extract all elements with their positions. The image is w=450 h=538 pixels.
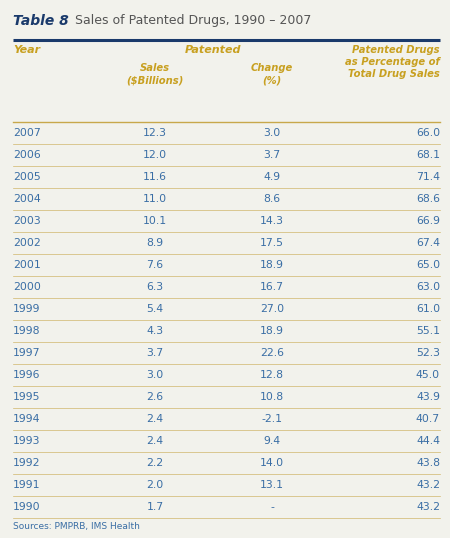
Text: 66.0: 66.0 [416,128,440,138]
Text: 2.0: 2.0 [146,480,164,490]
Text: 8.6: 8.6 [263,194,280,204]
Text: 8.9: 8.9 [146,238,163,248]
Text: 11.6: 11.6 [143,172,167,182]
Text: Patented Drugs
as Percentage of
Total Drug Sales: Patented Drugs as Percentage of Total Dr… [345,45,440,79]
Text: 2006: 2006 [13,150,41,160]
Text: Sales of Patented Drugs, 1990 – 2007: Sales of Patented Drugs, 1990 – 2007 [71,14,311,27]
Text: 1997: 1997 [13,348,40,358]
Text: 5.4: 5.4 [146,304,163,314]
Text: 2.4: 2.4 [146,436,163,446]
Text: 1993: 1993 [13,436,40,446]
Text: 40.7: 40.7 [416,414,440,424]
Text: 3.0: 3.0 [146,370,164,380]
Text: 2005: 2005 [13,172,41,182]
Text: 68.6: 68.6 [416,194,440,204]
Text: 2001: 2001 [13,260,41,270]
Text: 2000: 2000 [13,282,41,292]
Text: 2.6: 2.6 [146,392,163,402]
Text: 22.6: 22.6 [260,348,284,358]
Text: 2003: 2003 [13,216,41,226]
Text: 3.0: 3.0 [263,128,281,138]
Text: -2.1: -2.1 [261,414,283,424]
Text: 63.0: 63.0 [416,282,440,292]
Text: 44.4: 44.4 [416,436,440,446]
Text: 11.0: 11.0 [143,194,167,204]
Text: 9.4: 9.4 [263,436,280,446]
Text: 1.7: 1.7 [146,502,163,512]
Text: 1996: 1996 [13,370,40,380]
Text: 14.0: 14.0 [260,458,284,468]
Text: 27.0: 27.0 [260,304,284,314]
Text: 2.4: 2.4 [146,414,163,424]
Text: 16.7: 16.7 [260,282,284,292]
Text: 1990: 1990 [13,502,40,512]
Text: 1995: 1995 [13,392,40,402]
Text: 68.1: 68.1 [416,150,440,160]
Text: 10.8: 10.8 [260,392,284,402]
Text: 12.8: 12.8 [260,370,284,380]
Text: 2002: 2002 [13,238,41,248]
Text: 12.0: 12.0 [143,150,167,160]
Text: 67.4: 67.4 [416,238,440,248]
Text: 2.2: 2.2 [146,458,163,468]
Text: 1994: 1994 [13,414,40,424]
Text: 71.4: 71.4 [416,172,440,182]
Text: 2007: 2007 [13,128,41,138]
Text: Table 8: Table 8 [13,14,69,28]
Text: 13.1: 13.1 [260,480,284,490]
Text: Sources: PMPRB, IMS Health: Sources: PMPRB, IMS Health [13,522,140,531]
Text: 3.7: 3.7 [146,348,163,358]
Text: 43.2: 43.2 [416,480,440,490]
Text: 17.5: 17.5 [260,238,284,248]
Text: 66.9: 66.9 [416,216,440,226]
Text: 65.0: 65.0 [416,260,440,270]
Text: 43.9: 43.9 [416,392,440,402]
Text: 2004: 2004 [13,194,41,204]
Text: 43.8: 43.8 [416,458,440,468]
Text: 1992: 1992 [13,458,40,468]
Text: Patented: Patented [185,45,242,55]
Text: 7.6: 7.6 [146,260,163,270]
Text: 10.1: 10.1 [143,216,167,226]
Text: 18.9: 18.9 [260,326,284,336]
Text: 6.3: 6.3 [146,282,163,292]
Text: 1998: 1998 [13,326,40,336]
Text: Year: Year [13,45,40,55]
Text: 43.2: 43.2 [416,502,440,512]
Text: 3.7: 3.7 [263,150,280,160]
Text: Sales
($Billions): Sales ($Billions) [126,63,184,86]
Text: 1999: 1999 [13,304,40,314]
Text: 45.0: 45.0 [416,370,440,380]
Text: 18.9: 18.9 [260,260,284,270]
Text: -: - [270,502,274,512]
Text: 12.3: 12.3 [143,128,167,138]
Text: 61.0: 61.0 [416,304,440,314]
Text: 55.1: 55.1 [416,326,440,336]
Text: 14.3: 14.3 [260,216,284,226]
Text: 52.3: 52.3 [416,348,440,358]
Text: 4.9: 4.9 [263,172,280,182]
Text: 4.3: 4.3 [146,326,163,336]
Text: Change
(%): Change (%) [251,63,293,86]
Text: 1991: 1991 [13,480,40,490]
